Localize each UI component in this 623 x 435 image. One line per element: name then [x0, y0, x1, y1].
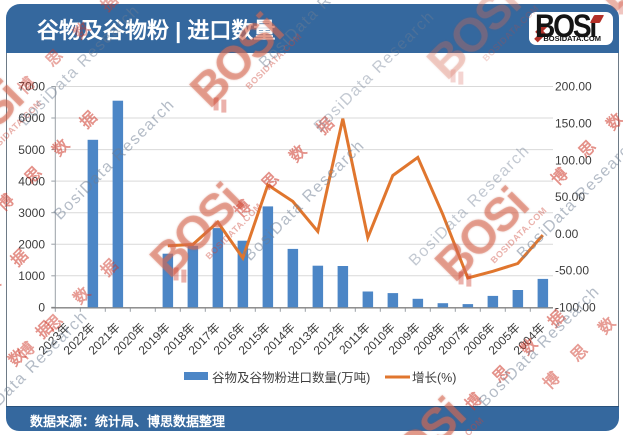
svg-text:2000: 2000 — [18, 237, 45, 251]
svg-text:0: 0 — [38, 301, 45, 315]
svg-text:50.00: 50.00 — [555, 190, 585, 204]
svg-text:200.00: 200.00 — [555, 80, 592, 94]
svg-text:6000: 6000 — [18, 111, 45, 125]
svg-text:150.00: 150.00 — [555, 117, 592, 131]
svg-text:5000: 5000 — [18, 143, 45, 157]
svg-text:0.00: 0.00 — [555, 227, 579, 241]
svg-text:3000: 3000 — [18, 206, 45, 220]
svg-text:-100.00: -100.00 — [555, 301, 596, 315]
svg-text:谷物及谷物粉进口数量(万吨): 谷物及谷物粉进口数量(万吨) — [212, 370, 370, 385]
svg-text:-50.00: -50.00 — [555, 264, 589, 278]
svg-text:1000: 1000 — [18, 269, 45, 283]
svg-text:4000: 4000 — [18, 174, 45, 188]
svg-text:7000: 7000 — [18, 80, 45, 94]
svg-text:增长(%): 增长(%) — [412, 370, 456, 385]
svg-text:100.00: 100.00 — [555, 153, 592, 167]
